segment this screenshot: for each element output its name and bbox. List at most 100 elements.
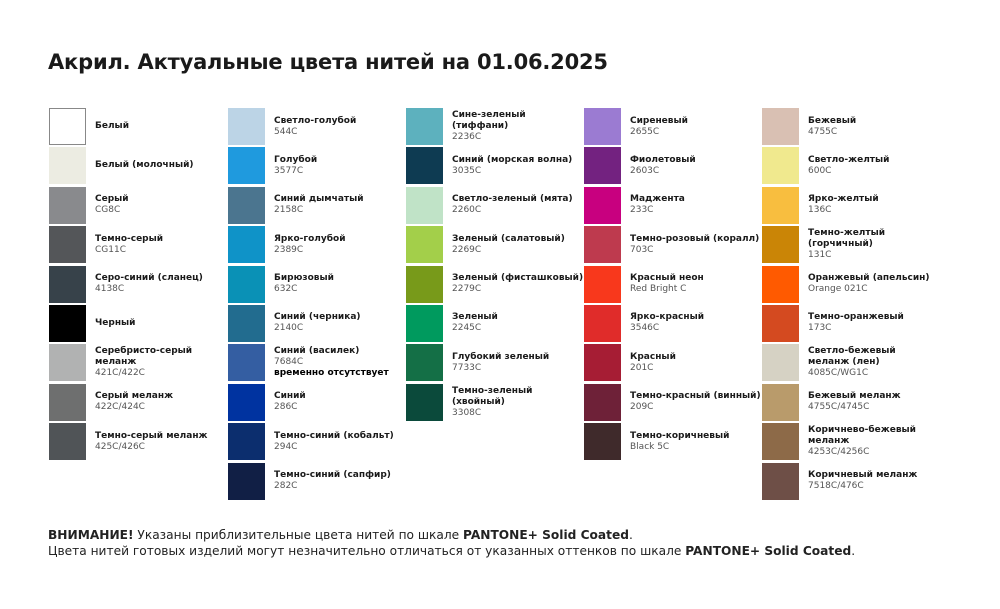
color-item: Светло-зеленый (мята) 2260C bbox=[406, 186, 584, 226]
color-name: Темно-оранжевый bbox=[808, 312, 904, 323]
color-swatch bbox=[49, 383, 86, 421]
color-item: Синий дымчатый 2158C bbox=[228, 186, 406, 226]
color-swatch bbox=[584, 226, 621, 264]
color-swatch bbox=[49, 108, 86, 145]
color-name: Коричневый меланж bbox=[808, 470, 918, 481]
color-label: Сине-зеленый (тиффани) 2236C bbox=[452, 108, 584, 145]
color-item: Коричнево-бежевый меланж 4253C/4256C bbox=[762, 423, 940, 462]
color-name: Голубой bbox=[274, 154, 318, 165]
pantone-code: 282C bbox=[274, 481, 298, 492]
color-swatch bbox=[762, 186, 799, 224]
color-name: Серый меланж bbox=[95, 391, 174, 402]
color-item: Серый меланж 422C/424C bbox=[49, 383, 227, 423]
color-swatch bbox=[762, 265, 799, 303]
pantone-code: 2279C bbox=[452, 284, 482, 295]
color-name: Маджента bbox=[630, 194, 685, 205]
color-item: Бежевый меланж 4755C/4745C bbox=[762, 383, 940, 423]
color-label: Синий (василек) 7684C временно отсутствует bbox=[274, 344, 389, 381]
color-column: Сиреневый 2655C Фиолетовый 2603C Маджента 233… bbox=[584, 108, 762, 463]
color-name: Зеленый (салатовый) bbox=[452, 233, 565, 244]
color-item: Темно-желтый (горчичный) 131C bbox=[762, 226, 940, 265]
color-label: Зеленый 2245C bbox=[452, 305, 498, 342]
footer-line-2: Цвета нитей готовых изделий могут незнач… bbox=[48, 543, 855, 559]
color-label: Светло-голубой 544C bbox=[274, 108, 356, 145]
pantone-code: 3035C bbox=[452, 165, 482, 176]
color-item: Темно-красный (винный) 209C bbox=[584, 383, 762, 423]
color-item: Белый (молочный) bbox=[49, 147, 227, 186]
pantone-code: 294C bbox=[274, 441, 298, 452]
color-item: Синий (василек) 7684C временно отсутствует bbox=[228, 344, 406, 383]
color-item: Серый CG8C bbox=[49, 186, 227, 226]
color-swatch bbox=[406, 265, 443, 303]
color-label: Глубокий зеленый 7733C bbox=[452, 344, 549, 381]
color-swatch bbox=[584, 383, 621, 421]
color-label: Ярко-красный 3546C bbox=[630, 305, 704, 342]
color-name: Сиреневый bbox=[630, 115, 688, 126]
pantone-code: 2655C bbox=[630, 126, 660, 137]
color-name: Ярко-красный bbox=[630, 312, 705, 323]
color-item: Красный 201C bbox=[584, 344, 762, 383]
pantone-code: 3546C bbox=[630, 323, 660, 334]
color-name: Темно-серый bbox=[95, 233, 164, 244]
color-label: Темно-синий (сапфир) 282C bbox=[274, 463, 391, 500]
page-title: Акрил. Актуальные цвета нитей на 01.06.2… bbox=[48, 50, 608, 74]
color-name: Темно-зеленый (хвойный) bbox=[452, 385, 533, 407]
color-name: Красный bbox=[630, 351, 676, 362]
color-item: Маджента 233C bbox=[584, 186, 762, 226]
pantone-code: 2140C bbox=[274, 323, 304, 334]
color-name: Синий (морская волна) bbox=[452, 154, 573, 165]
pantone-code: 2389C bbox=[274, 244, 304, 255]
color-label: Маджента 233C bbox=[630, 187, 685, 224]
color-name: Серо-синий (сланец) bbox=[95, 273, 203, 284]
color-swatch bbox=[406, 304, 443, 342]
color-item: Зеленый (фисташковый) 2279C bbox=[406, 265, 584, 305]
color-label: Красный 201C bbox=[630, 344, 676, 381]
color-name: Серебристо-серый меланж bbox=[95, 346, 193, 368]
color-swatch bbox=[406, 186, 443, 224]
color-label: Темно-розовый (коралл) 703C bbox=[630, 226, 759, 263]
color-swatch bbox=[49, 304, 86, 342]
footer-line-1: ВНИМАНИЕ! Указаны приблизительные цвета … bbox=[48, 527, 855, 543]
color-name: Синий (василек) bbox=[274, 346, 360, 357]
pantone-code: 209C bbox=[630, 402, 654, 413]
pantone-code: 7733C bbox=[452, 362, 482, 373]
pantone-code: 7518C/476C bbox=[808, 481, 864, 492]
color-swatch bbox=[406, 108, 443, 145]
color-name: Светло-бежевый меланж (лен) bbox=[808, 346, 896, 368]
color-item: Белый bbox=[49, 108, 227, 147]
color-swatch bbox=[49, 344, 86, 382]
color-label: Коричневый меланж 7518C/476C bbox=[808, 463, 917, 500]
color-name: Бирюзовый bbox=[274, 273, 334, 284]
color-label: Бирюзовый 632C bbox=[274, 266, 334, 303]
color-label: Серо-синий (сланец) 4138C bbox=[95, 266, 203, 303]
color-swatch bbox=[228, 265, 265, 303]
color-swatch bbox=[762, 423, 799, 461]
warning-label: ВНИМАНИЕ! bbox=[48, 528, 134, 542]
pantone-scale: PANTONE+ Solid Coated bbox=[685, 544, 852, 558]
color-item: Светло-желтый 600C bbox=[762, 147, 940, 186]
color-label: Темно-синий (кобальт) 294C bbox=[274, 423, 394, 460]
pantone-code: Black 5C bbox=[630, 441, 670, 452]
pantone-code: 2260C bbox=[452, 205, 482, 216]
pantone-code: 2603C bbox=[630, 165, 660, 176]
color-swatch bbox=[228, 147, 265, 185]
color-label: Светло-зеленый (мята) 2260C bbox=[452, 187, 573, 224]
color-swatch bbox=[762, 108, 799, 145]
pantone-code: Orange 021C bbox=[808, 284, 868, 295]
color-name: Фиолетовый bbox=[630, 154, 696, 165]
color-name: Белый bbox=[95, 121, 130, 131]
color-item: Темно-оранжевый 173C bbox=[762, 304, 940, 344]
color-item: Светло-бежевый меланж (лен) 4085C/WG1C bbox=[762, 344, 940, 383]
pantone-code: 173C bbox=[808, 323, 832, 334]
color-name: Зеленый (фисташковый) bbox=[452, 273, 584, 284]
pantone-code: 2245C bbox=[452, 323, 482, 334]
footer-punct: . bbox=[851, 544, 856, 558]
color-label: Темно-оранжевый 173C bbox=[808, 305, 904, 342]
color-name: Красный неон bbox=[630, 273, 704, 284]
color-swatch bbox=[762, 344, 799, 382]
color-swatch bbox=[228, 383, 265, 421]
color-column: Бежевый 4755C Светло-желтый 600C Ярко-желтый… bbox=[762, 108, 940, 502]
color-swatch bbox=[406, 226, 443, 264]
color-label: Фиолетовый 2603C bbox=[630, 147, 696, 184]
